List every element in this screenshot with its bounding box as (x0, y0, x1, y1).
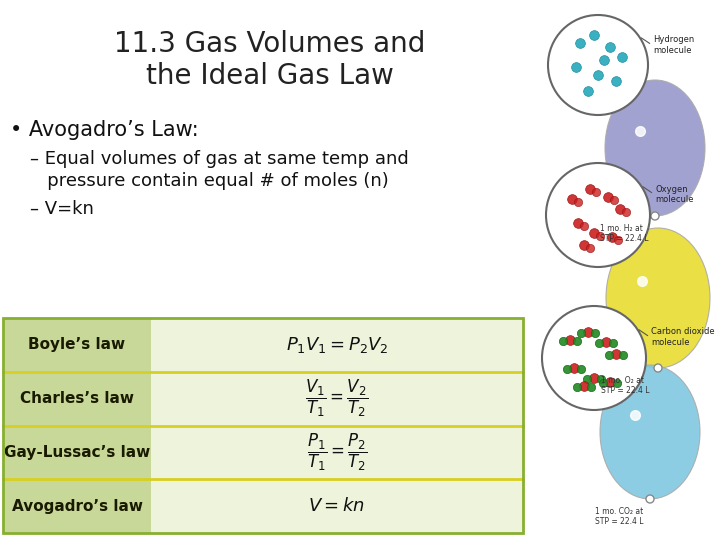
Text: Avogadro’s law: Avogadro’s law (12, 498, 143, 514)
Ellipse shape (606, 228, 710, 368)
Bar (151, 480, 523, 533)
Text: 11.3 Gas Volumes and: 11.3 Gas Volumes and (114, 30, 426, 58)
Bar (151, 426, 523, 480)
Circle shape (546, 163, 650, 267)
Circle shape (654, 364, 662, 372)
Bar (3, 480, 151, 533)
Text: $P_1V_1 = P_2V_2$: $P_1V_1 = P_2V_2$ (286, 335, 388, 355)
Bar (151, 372, 523, 426)
Text: Hydrogen
molecule: Hydrogen molecule (653, 35, 694, 55)
Bar (151, 318, 523, 372)
Circle shape (646, 495, 654, 503)
Text: the Ideal Gas Law: the Ideal Gas Law (146, 62, 394, 90)
Text: Charles’s law: Charles’s law (20, 391, 134, 406)
Text: $V = kn$: $V = kn$ (308, 497, 366, 515)
Text: Oxygen
molecule: Oxygen molecule (655, 185, 693, 204)
Bar (3, 318, 151, 372)
Text: Carbon dioxide
molecule: Carbon dioxide molecule (651, 327, 715, 347)
Bar (3, 372, 151, 426)
Text: – Equal volumes of gas at same temp and: – Equal volumes of gas at same temp and (30, 150, 409, 168)
Ellipse shape (605, 80, 705, 216)
Text: • Avogadro’s Law:: • Avogadro’s Law: (10, 120, 199, 140)
Text: Gay-Lussac’s law: Gay-Lussac’s law (4, 445, 150, 460)
Text: Boyle’s law: Boyle’s law (28, 338, 125, 353)
Text: 1 mo. CO₂ at
STP = 22.4 L: 1 mo. CO₂ at STP = 22.4 L (595, 507, 644, 526)
Circle shape (651, 212, 659, 220)
Text: 1 mo. H₂ at
STP = 22.4 L: 1 mo. H₂ at STP = 22.4 L (600, 224, 649, 244)
Circle shape (548, 15, 648, 115)
Text: $\dfrac{P_1}{T_1} = \dfrac{P_2}{T_2}$: $\dfrac{P_1}{T_1} = \dfrac{P_2}{T_2}$ (307, 432, 367, 473)
Text: pressure contain equal # of moles (n): pressure contain equal # of moles (n) (30, 172, 389, 190)
Bar (3, 426, 151, 480)
Text: 1 mo. O₂ at
STP = 22.4 L: 1 mo. O₂ at STP = 22.4 L (601, 376, 649, 395)
Text: $\dfrac{V_1}{T_1} = \dfrac{V_2}{T_2}$: $\dfrac{V_1}{T_1} = \dfrac{V_2}{T_2}$ (305, 378, 369, 419)
Circle shape (542, 306, 646, 410)
Ellipse shape (600, 365, 700, 499)
Bar (3, 318, 523, 533)
Text: – V=kn: – V=kn (30, 200, 94, 218)
